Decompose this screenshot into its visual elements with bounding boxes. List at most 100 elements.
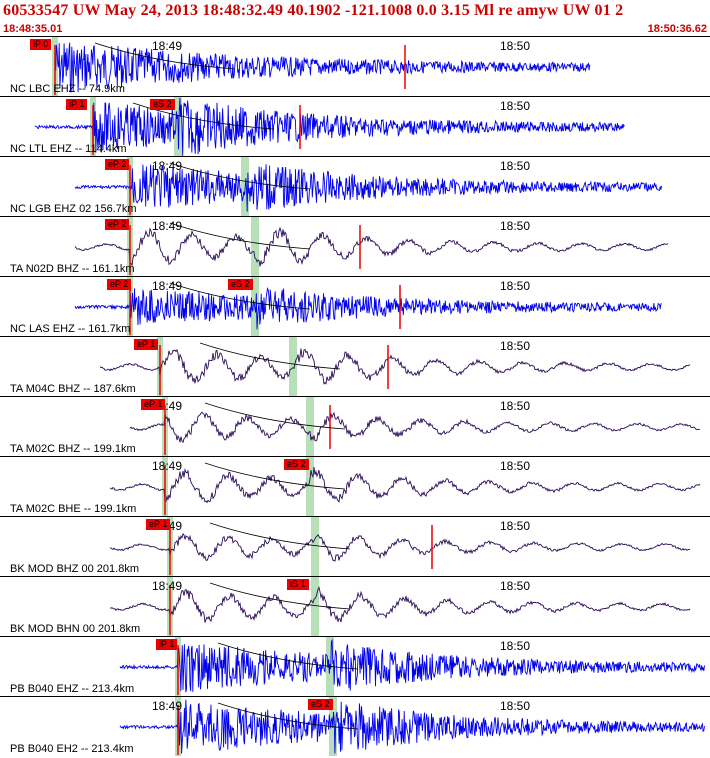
waveform-trace bbox=[109, 457, 701, 516]
tick-label-1850: 18:50 bbox=[500, 579, 531, 593]
waveform-line bbox=[109, 586, 691, 623]
tick-label-1850: 18:50 bbox=[500, 459, 531, 473]
seismogram-panel[interactable]: 18:49 18:50 iP 0 NC LBC EHZ -- 74.9km bbox=[0, 36, 710, 96]
tick-label-1849: 18:49 bbox=[152, 279, 183, 293]
station-label: NC LTL EHZ -- 114.4km bbox=[10, 143, 127, 155]
waveform-trace bbox=[109, 577, 691, 636]
traveltime-curve bbox=[217, 702, 359, 730]
tick-label-1850: 18:50 bbox=[500, 99, 531, 113]
station-label: BK MOD BHN 00 201.8km bbox=[10, 623, 141, 635]
station-label: TA M02C BHZ -- 199.1km bbox=[10, 443, 136, 455]
phase-pick-p[interactable]: eP 2 bbox=[105, 219, 130, 230]
waveform-line bbox=[74, 164, 663, 212]
station-label: TA M04C BHZ -- 187.6km bbox=[10, 383, 136, 395]
phase-pick-p[interactable]: eP 2 bbox=[105, 159, 130, 170]
phase-pick-p[interactable]: eP 2 bbox=[107, 279, 132, 290]
s-window-highlight bbox=[306, 397, 314, 456]
s-window-highlight bbox=[311, 517, 319, 576]
waveform-line bbox=[34, 97, 625, 156]
waveform-line bbox=[99, 348, 691, 385]
tick-label-1849: 18:49 bbox=[152, 699, 183, 713]
window-end-time: 18:50:36.62 bbox=[647, 23, 707, 35]
seismogram-panel[interactable]: 18:49 18:50 eS 2 TA M02C BHE -- 199.1km bbox=[0, 456, 710, 516]
waveform-line bbox=[119, 699, 705, 754]
seismogram-panel[interactable]: 18:49 18:50 eP 2 eS 2 NC LAS EHZ -- 161.… bbox=[0, 276, 710, 336]
tick-label-1850: 18:50 bbox=[500, 219, 531, 233]
traveltime-curve bbox=[94, 42, 236, 70]
tick-label-1849: 18:49 bbox=[152, 459, 183, 473]
traveltime-curve bbox=[204, 462, 346, 490]
tick-label-1849: 18:49 bbox=[152, 39, 183, 53]
s-window-highlight bbox=[311, 577, 319, 636]
station-label: NC LBC EHZ -- 74.9km bbox=[10, 83, 125, 95]
station-label: BK MOD BHZ 00 201.8km bbox=[10, 563, 139, 575]
phase-pick-s[interactable]: eS 2 bbox=[228, 279, 253, 290]
seismogram-panel[interactable]: 18:49 18:50 eS 2 PB B040 EH2 -- 213.4km bbox=[0, 696, 710, 756]
tick-label-1850: 18:50 bbox=[500, 339, 531, 353]
phase-pick-p[interactable]: iP 0 bbox=[30, 39, 52, 50]
tick-label-1850: 18:50 bbox=[500, 39, 531, 53]
waveform-line bbox=[119, 638, 705, 693]
traveltime-curve bbox=[169, 282, 311, 310]
phase-pick-p[interactable]: eP 1 bbox=[141, 399, 166, 410]
station-label: NC LAS EHZ -- 161.7km bbox=[10, 323, 131, 335]
traveltime-curve bbox=[209, 522, 351, 550]
waveform-line bbox=[109, 467, 701, 504]
traveltime-curve bbox=[199, 342, 341, 370]
seismogram-panel[interactable]: 18:49 18:50 iS 1 BK MOD BHN 00 201.8km bbox=[0, 576, 710, 636]
station-label: PB B040 EH2 -- 213.4km bbox=[10, 743, 134, 755]
waveform-trace bbox=[74, 277, 662, 336]
s-window-highlight bbox=[306, 457, 314, 516]
station-label: PB B040 EHZ -- 213.4km bbox=[10, 683, 135, 695]
tick-label-1849: 18:49 bbox=[152, 579, 183, 593]
traveltime-curve bbox=[217, 642, 359, 670]
station-label: NC LGB EHZ 02 156.7km bbox=[10, 203, 137, 215]
event-title: 60533547 UW May 24, 2013 18:48:32.49 40.… bbox=[3, 2, 624, 19]
tick-label-1849: 18:49 bbox=[152, 219, 183, 233]
traveltime-curve bbox=[204, 402, 346, 430]
waveform-trace bbox=[34, 97, 625, 156]
seismogram-panel[interactable]: 18:49 18:50 eP 2 NC LGB EHZ 02 156.7km bbox=[0, 156, 710, 216]
tick-label-1850: 18:50 bbox=[500, 279, 531, 293]
waveform-trace bbox=[119, 697, 705, 756]
seismogram-panel[interactable]: 18:50 iP 1 eS 2 NC LTL EHZ -- 114.4km bbox=[0, 96, 710, 156]
waveform-line bbox=[74, 226, 669, 267]
phase-pick-s[interactable]: eS 2 bbox=[308, 699, 333, 710]
seismogram-panel[interactable]: 18:49 18:50 eP 1 TA M02C BHZ -- 199.1km bbox=[0, 396, 710, 456]
waveform-trace bbox=[74, 157, 663, 216]
traveltime-curve bbox=[132, 102, 274, 130]
seismogram-panels: 18:49 18:50 iP 0 NC LBC EHZ -- 74.9km 18… bbox=[0, 36, 710, 758]
seismogram-panel[interactable]: 18:49 18:50 eP 1 BK MOD BHZ 00 201.8km bbox=[0, 516, 710, 576]
waveform-trace bbox=[129, 397, 700, 456]
traveltime-curve bbox=[169, 162, 311, 190]
seismogram-panel[interactable]: 18:49 18:50 eP 2 TA N02D BHZ -- 161.1km bbox=[0, 216, 710, 276]
waveform-line bbox=[74, 287, 662, 330]
waveform-trace bbox=[109, 517, 691, 576]
waveform-trace bbox=[74, 217, 669, 276]
waveform-line bbox=[129, 411, 700, 444]
s-window-highlight bbox=[289, 337, 297, 396]
waveform-line bbox=[54, 42, 591, 93]
phase-pick-s[interactable]: eS 2 bbox=[284, 459, 309, 470]
tick-label-1850: 18:50 bbox=[500, 159, 531, 173]
tick-label-1850: 18:50 bbox=[500, 639, 531, 653]
s-window-highlight bbox=[251, 217, 259, 276]
seismogram-panel[interactable]: 18:50 iP 1 PB B040 EHZ -- 213.4km bbox=[0, 636, 710, 696]
tick-label-1849: 18:49 bbox=[152, 159, 183, 173]
phase-pick-s[interactable]: iS 1 bbox=[287, 579, 309, 590]
phase-pick-s[interactable]: eS 2 bbox=[150, 99, 175, 110]
phase-pick-p[interactable]: eP 1 bbox=[134, 339, 159, 350]
phase-pick-p[interactable]: eP 1 bbox=[146, 519, 171, 530]
traveltime-curve bbox=[209, 582, 351, 610]
event-header: 60533547 UW May 24, 2013 18:48:32.49 40.… bbox=[0, 0, 710, 36]
waveform-trace bbox=[99, 337, 691, 396]
station-label: TA M02C BHE -- 199.1km bbox=[10, 503, 137, 515]
window-start-time: 18:48:35.01 bbox=[3, 23, 63, 35]
phase-pick-p[interactable]: iP 1 bbox=[66, 99, 88, 110]
waveform-trace bbox=[119, 637, 705, 696]
tick-label-1850: 18:50 bbox=[500, 519, 531, 533]
phase-pick-p[interactable]: iP 1 bbox=[156, 639, 178, 650]
tick-label-1850: 18:50 bbox=[500, 399, 531, 413]
tick-label-1850: 18:50 bbox=[500, 699, 531, 713]
seismogram-panel[interactable]: 18:50 eP 1 TA M04C BHZ -- 187.6km bbox=[0, 336, 710, 396]
